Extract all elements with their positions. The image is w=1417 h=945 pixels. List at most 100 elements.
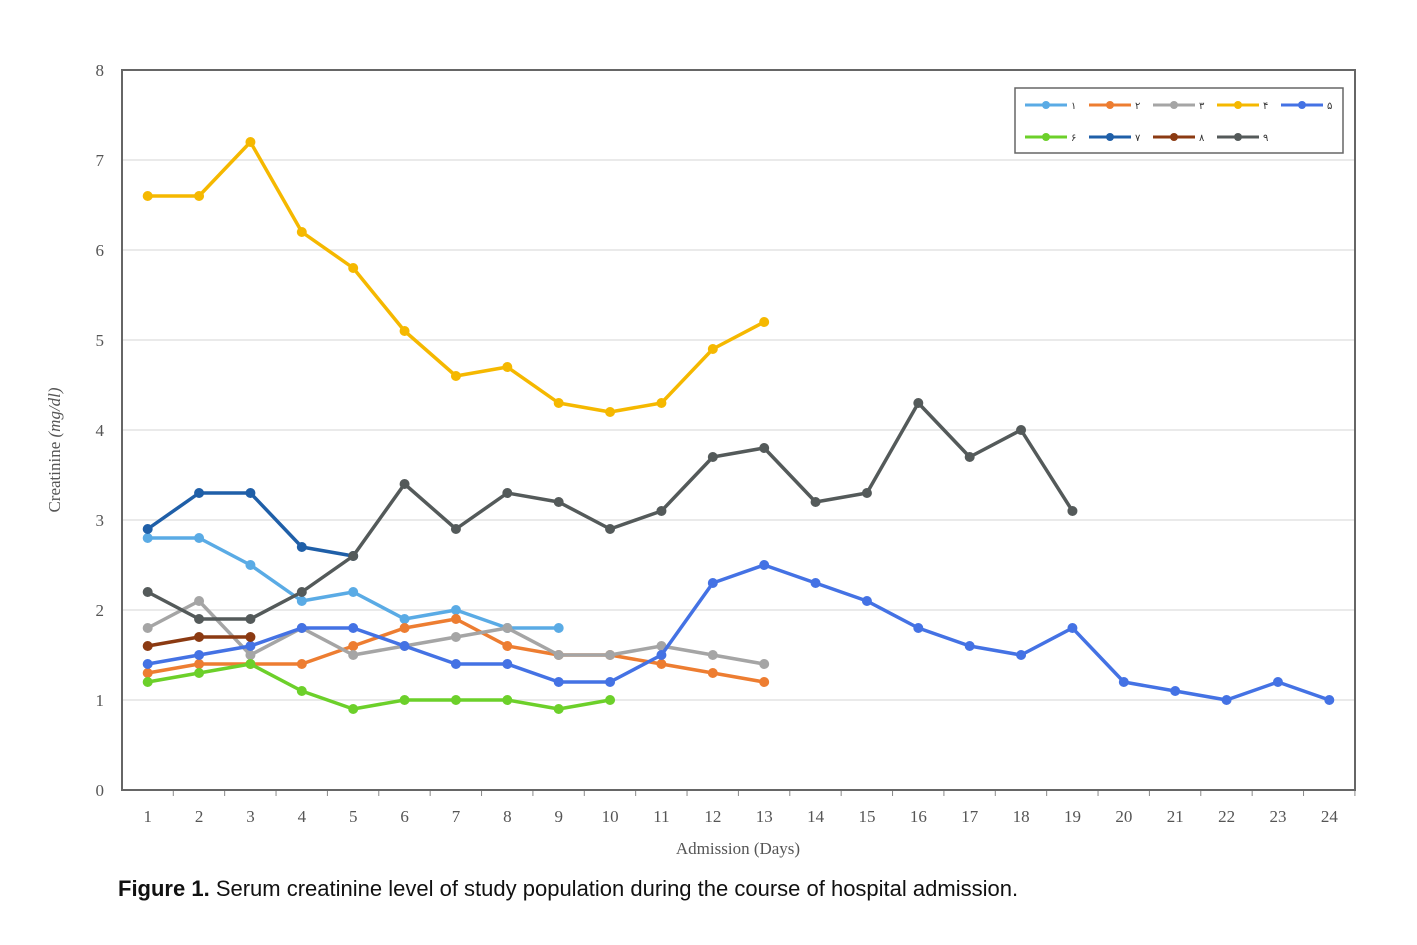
legend-label: ۴ xyxy=(1263,101,1268,112)
y-tick-label: 1 xyxy=(96,691,105,710)
data-point xyxy=(194,614,205,624)
data-point xyxy=(1118,677,1129,687)
x-tick-label: 6 xyxy=(400,807,409,826)
x-tick-label: 1 xyxy=(143,807,152,826)
x-tick-label: 2 xyxy=(195,807,204,826)
data-point xyxy=(553,650,564,660)
data-point xyxy=(553,497,564,507)
data-point xyxy=(194,533,205,543)
legend-label: ۸ xyxy=(1199,133,1205,144)
data-point xyxy=(194,650,205,660)
data-point xyxy=(759,659,770,669)
x-tick-label: 15 xyxy=(858,807,875,826)
x-tick-label: 16 xyxy=(910,807,927,826)
data-point xyxy=(399,614,410,624)
data-point xyxy=(296,596,307,606)
data-point xyxy=(861,488,872,498)
data-point xyxy=(399,326,410,336)
data-point xyxy=(707,650,718,660)
data-point xyxy=(605,650,616,660)
data-point xyxy=(348,650,359,660)
data-point xyxy=(348,641,359,651)
x-tick-label: 24 xyxy=(1321,807,1339,826)
data-point xyxy=(450,371,461,381)
caption-text: Serum creatinine level of study populati… xyxy=(216,876,1018,901)
series-line xyxy=(147,617,765,684)
data-point xyxy=(553,398,564,408)
data-point xyxy=(502,695,513,705)
series-line xyxy=(146,401,1074,621)
data-point xyxy=(245,632,256,642)
data-point xyxy=(142,533,153,543)
legend-marker xyxy=(1106,101,1114,109)
data-point xyxy=(142,677,153,687)
x-tick-label: 12 xyxy=(704,807,721,826)
legend-label: ۱ xyxy=(1071,101,1076,112)
data-point xyxy=(142,641,153,651)
legend-label: ۹ xyxy=(1263,133,1268,144)
data-point xyxy=(759,443,770,453)
data-point xyxy=(450,524,461,534)
x-tick-label: 7 xyxy=(452,807,461,826)
legend-marker xyxy=(1042,101,1050,109)
data-point xyxy=(142,524,153,534)
x-tick-label: 3 xyxy=(246,807,255,826)
x-tick-label: 4 xyxy=(298,807,307,826)
data-point xyxy=(399,623,410,633)
x-tick-label: 8 xyxy=(503,807,512,826)
legend-marker xyxy=(1170,133,1178,141)
y-tick-label: 3 xyxy=(96,511,105,530)
data-point xyxy=(450,695,461,705)
data-point xyxy=(810,497,821,507)
data-point xyxy=(296,227,307,237)
data-point xyxy=(348,551,359,561)
data-point xyxy=(194,191,205,201)
data-point xyxy=(399,695,410,705)
data-point xyxy=(245,659,256,669)
data-point xyxy=(1016,425,1027,435)
data-point xyxy=(656,506,667,516)
plot-frame xyxy=(121,69,1356,791)
data-point xyxy=(194,668,205,678)
data-point xyxy=(245,560,256,570)
data-point xyxy=(450,605,461,615)
data-point xyxy=(964,452,975,462)
data-point xyxy=(707,344,718,354)
data-point xyxy=(605,524,616,534)
data-point xyxy=(348,263,359,273)
x-tick-label: 21 xyxy=(1167,807,1184,826)
y-tick-label: 0 xyxy=(96,781,105,800)
data-point xyxy=(142,587,153,597)
caption-label: Figure 1. xyxy=(118,876,210,901)
data-point xyxy=(142,623,153,633)
data-point xyxy=(502,659,513,669)
data-point xyxy=(553,677,564,687)
data-point xyxy=(296,587,307,597)
x-tick-label: 13 xyxy=(756,807,773,826)
x-tick-label: 9 xyxy=(554,807,563,826)
data-point xyxy=(450,659,461,669)
legend-label: ۲ xyxy=(1135,101,1140,112)
data-point xyxy=(759,677,770,687)
legend-marker xyxy=(1106,133,1114,141)
legend-marker xyxy=(1170,101,1178,109)
data-point xyxy=(502,362,513,372)
legend-label: ۷ xyxy=(1135,133,1141,144)
data-point xyxy=(759,560,770,570)
data-point xyxy=(194,596,205,606)
data-point xyxy=(656,659,667,669)
data-point xyxy=(399,641,410,651)
y-axis-label: Creatinine (mg/dl) xyxy=(45,387,64,512)
data-point xyxy=(913,623,924,633)
data-point xyxy=(194,659,205,669)
series-line xyxy=(147,563,1330,702)
data-point xyxy=(605,695,616,705)
data-point xyxy=(194,632,205,642)
data-point xyxy=(1016,650,1027,660)
data-point xyxy=(502,623,513,633)
x-tick-label: 17 xyxy=(961,807,979,826)
data-point xyxy=(1170,686,1181,696)
data-point xyxy=(502,641,513,651)
x-tick-label: 20 xyxy=(1115,807,1132,826)
data-point xyxy=(502,488,513,498)
